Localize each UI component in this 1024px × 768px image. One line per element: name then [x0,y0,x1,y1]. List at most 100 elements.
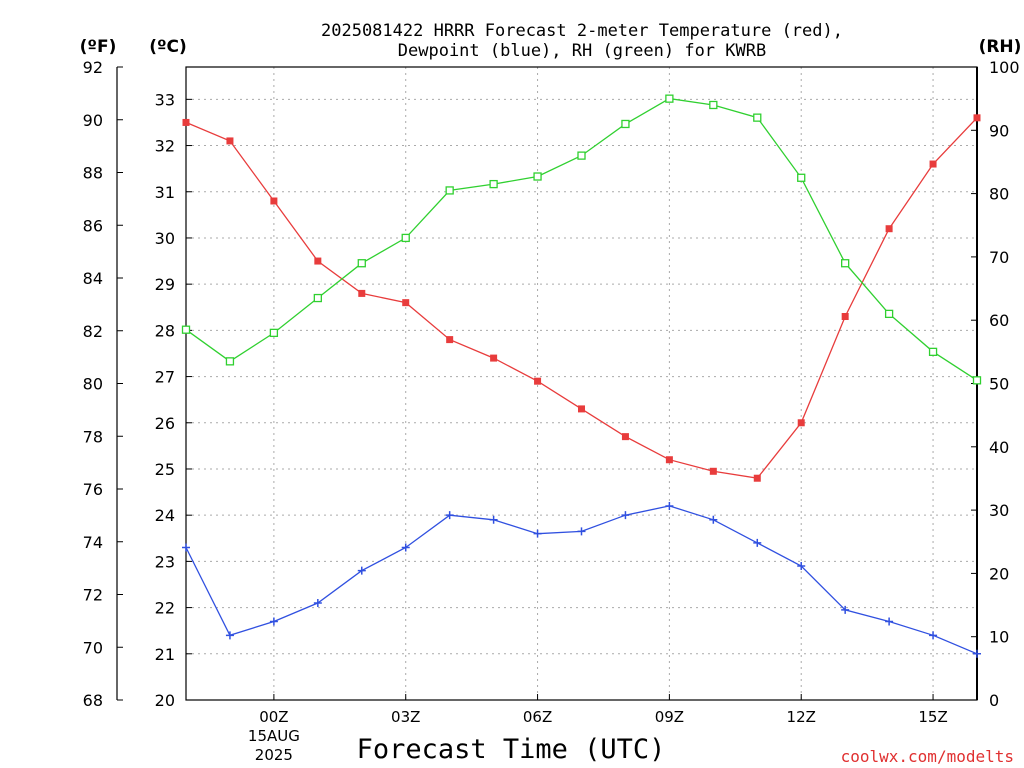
celsius-tick-label: 33 [155,90,175,109]
celsius-tick-label: 27 [155,368,175,387]
temperature-data-point [929,160,937,168]
x-tick-label: 09Z [655,708,684,726]
rh-data-point [577,151,586,160]
fahrenheit-tick-label: 92 [83,58,103,77]
rh-data-point [753,113,762,122]
series-layer [181,94,982,658]
temperature-data-point [182,118,190,126]
grid-layer [186,67,977,700]
temperature-data-point [402,299,410,307]
x-tick-date-label: 15AUG [248,727,300,745]
rh-data-point [225,357,235,366]
temperature-data-point [358,289,366,297]
plot-frame [185,66,978,701]
fahrenheit-tick-label: 80 [83,375,103,394]
rh-data-point [445,186,454,195]
dewpoint-data-point [533,529,542,538]
fahrenheit-tick-label: 74 [83,533,103,552]
temperature-data-point [446,336,454,344]
temperature-data-point [841,313,849,321]
celsius-tick-label: 28 [155,321,175,340]
rh-tick-label: 10 [989,628,1009,647]
rh-data-point [621,119,630,129]
rh-data-point [269,328,279,338]
celsius-axis-unit: (ºC) [149,37,187,57]
rh-tick-label: 80 [989,185,1009,204]
temperature-data-point [973,114,981,122]
dewpoint-data-point [225,631,234,640]
temperature-data-point [885,225,893,233]
rh-tick-label: 60 [989,311,1009,330]
rh-data-point [797,173,806,182]
rh-tick-label: 90 [989,121,1009,140]
rh-tick-label: 30 [989,501,1009,520]
temperature-data-point [270,197,278,205]
celsius-tick-label: 31 [155,183,175,202]
dewpoint-data-point [885,617,894,626]
fahrenheit-tick-label: 68 [83,691,103,710]
temperature-data-point [490,354,498,362]
celsius-tick-label: 26 [155,414,175,433]
fahrenheit-tick-label: 76 [83,480,103,499]
rh-data-point [357,259,366,268]
x-tick-label: 12Z [787,708,816,726]
x-tick-year-label: 2025 [255,746,293,764]
dewpoint-data-point [269,617,278,626]
fahrenheit-axis-unit: (ºF) [80,37,117,57]
rh-data-point [884,309,894,319]
temperature-data-point [621,433,629,441]
rh-data-point [841,259,850,268]
rh-tick-label: 100 [989,58,1020,77]
dewpoint-data-point [489,515,498,524]
chart-title-line2: Dewpoint (blue), RH (green) for KWRB [398,41,766,61]
rh-tick-label: 40 [989,438,1009,457]
celsius-tick-label: 24 [155,506,175,525]
dewpoint-data-point [753,538,762,547]
x-tick-label: 06Z [523,708,552,726]
celsius-tick-label: 23 [155,552,175,571]
temperature-data-point [665,456,673,464]
dewpoint-data-point [182,543,190,552]
dewpoint-data-point [577,527,586,536]
source-credit: coolwx.com/modelts [841,747,1014,766]
rh-data-point [972,376,982,385]
rh-data-point [709,100,718,110]
temperature-data-point [709,467,717,475]
temperature-data-point [226,137,234,145]
celsius-tick-label: 22 [155,599,175,618]
rh-series-line [185,97,978,381]
dewpoint-data-point [313,598,322,607]
dewpoint-data-point [973,649,981,658]
celsius-tick-label: 21 [155,645,175,664]
x-tick-label: 15Z [918,708,947,726]
rh-data-point [665,94,674,103]
fahrenheit-tick-label: 70 [83,638,103,657]
celsius-tick-label: 20 [155,691,175,710]
temperature-data-point [534,377,542,385]
rh-tick-label: 70 [989,248,1009,267]
rh-data-point [489,179,498,189]
celsius-tick-label: 32 [155,137,175,156]
fahrenheit-tick-label: 90 [83,111,103,130]
dewpoint-data-point [929,631,938,640]
rh-tick-label: 50 [989,375,1009,394]
rh-axis-unit: (RH) [979,37,1022,57]
dewpoint-data-point [445,511,454,520]
celsius-tick-label: 25 [155,460,175,479]
dewpoint-data-point [621,511,630,520]
axes-layer: 68 70 72 74 76 78 80 82 84 86 88 90 92 20 21 22 23 24 25 26… [83,58,1020,764]
celsius-tick-label: 30 [155,229,175,248]
temperature-data-point [753,474,761,482]
rh-data-point [928,347,938,357]
x-axis-label: Forecast Time (UTC) [357,734,666,765]
temperature-data-point [797,419,805,427]
dewpoint-data-point [357,566,366,575]
dewpoint-data-point [665,501,674,510]
dewpoint-data-point [797,562,806,571]
rh-data-point [181,325,191,334]
chart-title-line1: 2025081422 HRRR Forecast 2-meter Tempera… [321,21,843,41]
x-tick-label: 03Z [391,708,420,726]
rh-data-point [313,293,322,303]
fahrenheit-tick-label: 78 [83,427,103,446]
